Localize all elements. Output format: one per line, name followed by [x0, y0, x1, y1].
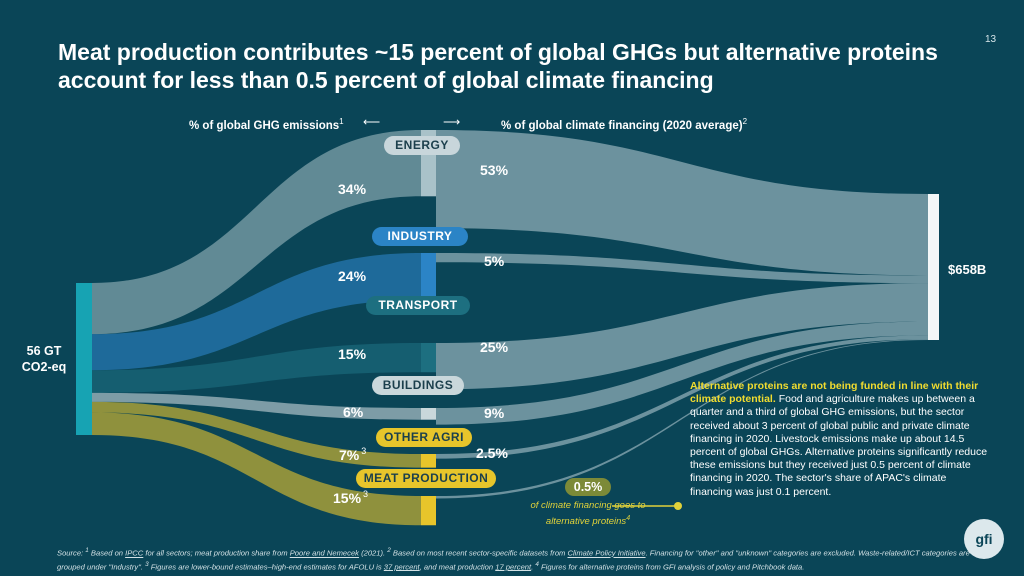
emissions-value-text: 6% — [343, 404, 364, 420]
source-link-ipcc[interactable]: IPCC — [125, 548, 144, 558]
emissions-value-transport: 15% — [338, 346, 366, 362]
financing-flow-buildings — [436, 321, 928, 425]
emissions-value-text: 15% — [338, 346, 367, 362]
financing-flow-energy — [436, 130, 928, 276]
alt-protein-note-text: of climate financing goes to alternative… — [530, 500, 646, 528]
emissions-value-footnote: 3 — [363, 489, 369, 499]
source-link-cpi[interactable]: Climate Policy Initiative — [567, 548, 646, 558]
emissions-value-buildings: 6% — [343, 404, 363, 420]
emissions-value-other_agri: 7% 3 — [339, 446, 366, 463]
source-part-10: Figures for alternative proteins from GF… — [538, 562, 805, 572]
alt-protein-value-badge: 0.5% — [565, 478, 611, 496]
emissions-axis-header: % of global GHG emissions1 — [189, 117, 344, 132]
emissions-flow-energy — [92, 130, 421, 335]
emissions-value-energy: 34% — [338, 181, 366, 197]
alt-protein-dot-icon — [674, 502, 682, 510]
page-number: 13 — [985, 34, 997, 45]
emissions-flow-transport — [92, 343, 421, 393]
emissions-value-text: 15% — [333, 490, 362, 506]
source-part-6: . Financing for "other" and "unknown" ca… — [57, 548, 970, 572]
sector-label-other_agri: OTHER AGRI — [376, 428, 472, 447]
arrow-left-icon: ⟵ — [363, 115, 381, 129]
financing-value-industry: 5% — [484, 253, 505, 269]
source-node-unit: CO2-eq — [21, 360, 67, 374]
financing-flow-industry — [436, 253, 928, 284]
emissions-value-text: 34% — [338, 181, 367, 197]
financing-flow-other_agri — [436, 335, 928, 459]
arrow-right-icon: ⟶ — [443, 115, 461, 129]
gfi-logo: gfi — [964, 519, 1004, 559]
page-title: Meat production contributes ~15 percent … — [58, 39, 938, 93]
source-part-5: Based on most recent sector-specific dat… — [390, 548, 568, 558]
emissions-flow-other_agri — [92, 401, 421, 468]
source-node-bar — [76, 283, 92, 435]
emissions-value-text: 7% — [339, 447, 360, 463]
source-prefix: Source: — [57, 548, 86, 558]
sector-label-industry: INDUSTRY — [372, 227, 468, 246]
financing-axis-header: % of global climate financing (2020 aver… — [501, 117, 747, 132]
financing-flow-transport — [436, 283, 928, 390]
financing-header-text: % of global climate financing (2020 aver… — [501, 119, 743, 132]
source-footnote: Source: 1 Based on IPCC for all sectors;… — [57, 545, 977, 572]
source-link-meat[interactable]: 17 percent — [495, 562, 532, 572]
emissions-header-footnote: 1 — [339, 117, 344, 126]
callout-text-block: Alternative proteins are not being funde… — [690, 380, 990, 499]
sector-label-transport: TRANSPORT — [366, 296, 470, 315]
source-part-9: . — [531, 562, 536, 572]
target-node-label: $658B — [948, 262, 987, 277]
sector-node-meat — [421, 496, 436, 526]
emissions-value-industry: 24% — [338, 268, 366, 284]
source-part-2: Based on — [88, 548, 126, 558]
source-part-3: for all sectors; meat production share f… — [143, 548, 290, 558]
source-sup-1: 1 — [85, 547, 89, 554]
financing-flow-meat — [436, 339, 928, 499]
emissions-header-text: % of global GHG emissions — [189, 119, 340, 132]
source-sup-4: 4 — [535, 560, 539, 568]
sector-label-energy: ENERGY — [384, 136, 460, 155]
sector-node-buildings — [421, 408, 436, 420]
financing-value-transport: 25% — [480, 339, 509, 355]
sector-node-transport — [421, 343, 436, 373]
emissions-flow-industry — [92, 253, 421, 371]
target-node-bar — [928, 194, 939, 340]
emissions-value-footnote: 3 — [361, 446, 367, 456]
emissions-value-meat: 15% 3 — [333, 489, 368, 506]
emissions-flow-buildings — [92, 392, 421, 420]
source-link-poore-nemecek[interactable]: Poore and Nemecek — [289, 548, 359, 558]
emissions-value-text: 24% — [338, 268, 367, 284]
sector-node-other_agri — [421, 454, 436, 468]
source-sup-3: 3 — [145, 560, 149, 568]
callout-body: Food and agriculture makes up between a … — [690, 393, 988, 498]
source-part-4: (2021). — [358, 548, 388, 558]
source-link-afolu[interactable]: 37 percent — [383, 562, 420, 572]
sector-label-meat: MEAT PRODUCTION — [356, 469, 496, 488]
source-part-8: , and meat production — [419, 562, 496, 572]
emissions-flow-meat — [92, 412, 421, 526]
financing-value-buildings: 9% — [484, 405, 505, 421]
sector-node-industry — [421, 253, 436, 300]
source-sup-2: 2 — [387, 547, 391, 554]
financing-value-energy: 53% — [480, 162, 509, 178]
financing-header-footnote: 2 — [742, 117, 748, 126]
sector-label-buildings: BUILDINGS — [372, 376, 464, 395]
source-node-value: 56 GT — [26, 344, 62, 358]
source-node-label: 56 GT CO2-eq — [15, 343, 73, 375]
alt-protein-note: of climate financing goes to alternative… — [526, 499, 650, 528]
alt-protein-note-footnote: 4 — [626, 515, 631, 522]
financing-value-other_agri: 2.5% — [476, 445, 508, 461]
source-part-7: Figures are lower-bound estimates–high-e… — [148, 562, 384, 572]
callout-highlight: Alternative proteins are not being funde… — [690, 380, 979, 406]
